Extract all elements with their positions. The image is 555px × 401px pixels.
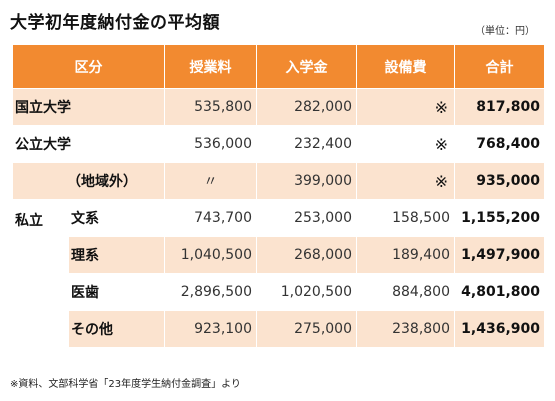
tuition-cell: 〃: [164, 162, 257, 200]
facility-cell: 158,500: [356, 199, 455, 237]
row-label: 公立大学: [12, 125, 165, 163]
page-title: 大学初年度納付金の平均額: [10, 13, 220, 33]
table-row: 医歯 2,896,500 1,020,500 884,800 4,801,800: [13, 273, 545, 311]
row-label: （地域外）: [12, 162, 165, 200]
admission-cell: 282,000: [256, 88, 357, 126]
admission-cell: 268,000: [256, 236, 357, 274]
source-note: ※資料、文部科学省「23年度学生納付金調査」より: [10, 379, 241, 390]
private-label: 私立: [12, 199, 69, 348]
total-cell: 768,400: [454, 125, 545, 163]
tuition-cell: 743,700: [164, 199, 257, 237]
header-total: 合計: [454, 44, 545, 89]
admission-cell: 232,400: [256, 125, 357, 163]
unit-note: （単位：円）: [475, 26, 535, 37]
tuition-table: 区分 授業料 入学金 設備費 合計 国立大学 535,800 282,000 ※…: [12, 44, 545, 348]
total-cell: 1,155,200: [454, 199, 545, 237]
admission-cell: 275,000: [256, 310, 357, 348]
row-label: 国立大学: [12, 88, 165, 126]
header-tuition: 授業料: [164, 44, 257, 89]
row-label: その他: [68, 310, 165, 348]
facility-cell: 884,800: [356, 273, 455, 311]
table-row: 公立大学 536,000 232,400 ※ 768,400: [12, 125, 545, 163]
total-cell: 1,436,900: [454, 310, 545, 348]
facility-cell: ※: [356, 125, 455, 163]
facility-cell: ※: [356, 88, 455, 126]
table-row: 理系 1,040,500 268,000 189,400 1,497,900: [13, 236, 545, 274]
tuition-cell: 536,000: [164, 125, 257, 163]
row-label: 医歯: [68, 273, 165, 311]
facility-cell: ※: [356, 162, 455, 200]
total-cell: 4,801,800: [454, 273, 545, 311]
total-cell: 1,497,900: [454, 236, 545, 274]
admission-cell: 253,000: [256, 199, 357, 237]
table-header-row: 区分 授業料 入学金 設備費 合計: [12, 44, 545, 89]
admission-cell: 1,020,500: [256, 273, 357, 311]
header-admission: 入学金: [256, 44, 357, 89]
total-cell: 935,000: [454, 162, 545, 200]
facility-cell: 238,800: [356, 310, 455, 348]
tuition-cell: 1,040,500: [164, 236, 257, 274]
tuition-cell: 535,800: [164, 88, 257, 126]
row-label: 文系: [68, 199, 165, 237]
tuition-cell: 923,100: [164, 310, 257, 348]
tuition-cell: 2,896,500: [164, 273, 257, 311]
table-row: 私立 文系 743,700 253,000 158,500 1,155,200: [12, 199, 545, 348]
row-label: 理系: [68, 236, 165, 274]
header-facility: 設備費: [356, 44, 455, 89]
table-row: その他 923,100 275,000 238,800 1,436,900: [13, 310, 545, 348]
admission-cell: 399,000: [256, 162, 357, 200]
header-category: 区分: [12, 44, 165, 89]
table-row: 国立大学 535,800 282,000 ※ 817,800: [12, 88, 545, 126]
table-row: （地域外） 〃 399,000 ※ 935,000: [12, 162, 545, 200]
total-cell: 817,800: [454, 88, 545, 126]
facility-cell: 189,400: [356, 236, 455, 274]
